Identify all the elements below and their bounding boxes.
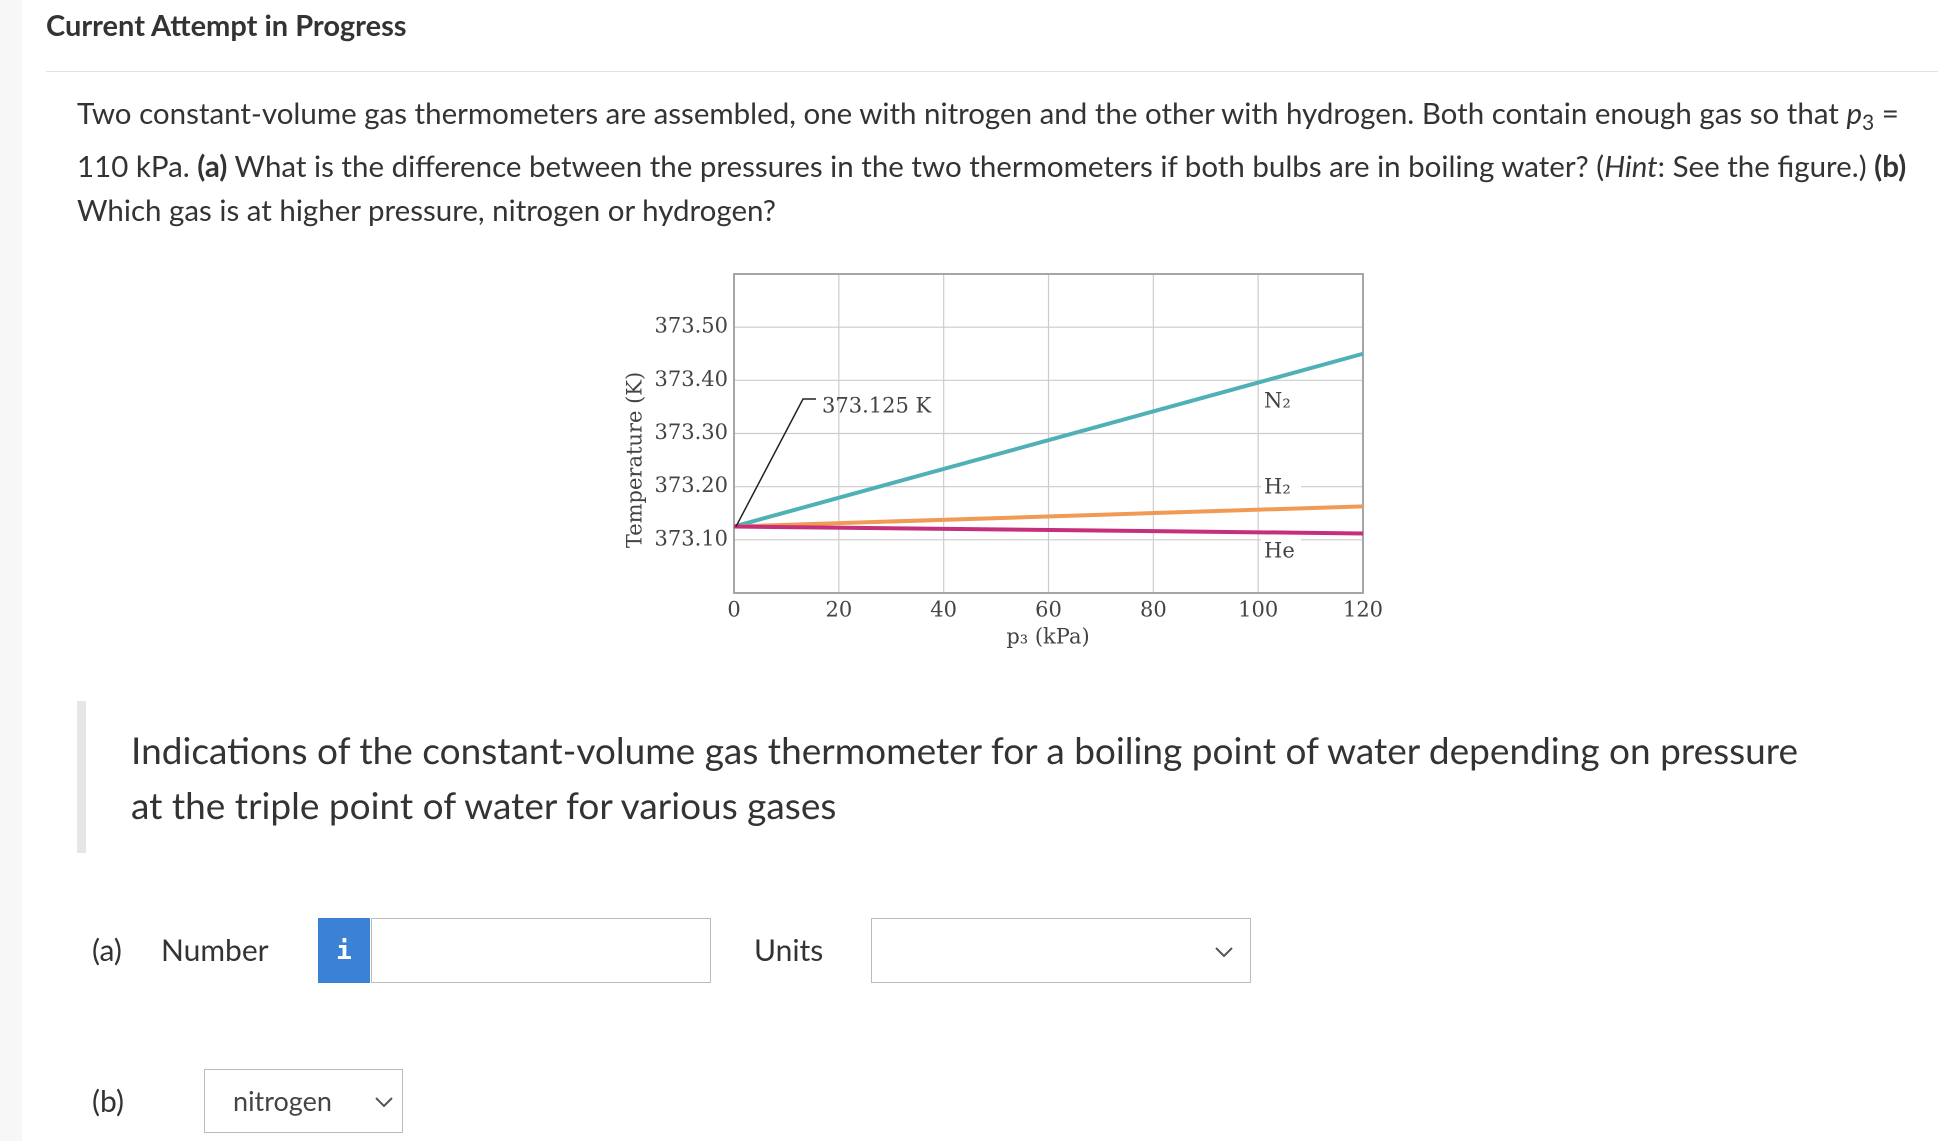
question-text: Hint (1604, 149, 1658, 184)
caption-bar (77, 701, 86, 853)
units-select[interactable] (871, 918, 1251, 983)
question-text: p (1846, 96, 1863, 131)
x-tick-label: 80 (1140, 598, 1167, 622)
separator (46, 71, 1938, 72)
y-tick-label: 373.20 (655, 473, 728, 497)
y-tick-label: 373.10 (655, 526, 728, 550)
annotation: 373.125 K (822, 394, 932, 418)
question-text: Two constant-volume gas thermometers are… (77, 96, 1847, 131)
units-label: Units (754, 932, 824, 968)
question-text: : See the figure.) (1657, 149, 1875, 184)
series-label: He (1264, 539, 1295, 563)
x-tick-label: 40 (930, 598, 957, 622)
question-text: What is the difference between the press… (227, 149, 1605, 184)
label-box (1261, 536, 1301, 568)
x-tick-label: 20 (825, 598, 852, 622)
series-label: N₂ (1264, 389, 1291, 413)
number-input[interactable] (371, 918, 711, 983)
heading: Current Attempt in Progress (46, 8, 407, 43)
y-tick-label: 373.30 (655, 420, 728, 444)
y-tick-label: 373.50 (655, 314, 728, 338)
y-axis-label: Temperature (K) (623, 372, 647, 548)
question-text: (b) (1874, 149, 1907, 184)
series-line (733, 351, 1364, 529)
plot-border (733, 273, 1364, 594)
chevron (375, 1097, 393, 1108)
chevron (1215, 947, 1233, 958)
leader-line (735, 398, 816, 527)
series-line (733, 504, 1364, 529)
question-text: = 110 kPa. (77, 96, 1899, 184)
field-label: Number (161, 932, 269, 968)
caption: Indications of the constant-volume gas t… (131, 727, 1799, 827)
x-tick-label: 60 (1035, 598, 1062, 622)
label-box (1261, 386, 1301, 418)
y-tick-label: 373.40 (655, 367, 728, 391)
series-label: H₂ (1264, 475, 1291, 499)
selected-option: nitrogen (233, 1084, 332, 1117)
label-box (1261, 472, 1301, 504)
question-text: 3 (1862, 110, 1875, 135)
series-line (733, 524, 1364, 536)
x-tick-label: 100 (1238, 598, 1278, 622)
part-label: (b) (92, 1083, 124, 1119)
info-button[interactable]: i (318, 918, 370, 983)
chart: Temperature (K) p₃ (kPa) 373.10 373.20 373… (623, 273, 1383, 649)
question-text: (a) (197, 149, 228, 184)
x-tick-label: 0 (727, 598, 740, 622)
x-axis-label: p₃ (kPa) (1006, 625, 1089, 649)
question: Two constant-volume gas thermometers are… (77, 92, 1917, 233)
side-strip (0, 0, 22, 1141)
gas-select[interactable]: nitrogen (204, 1069, 403, 1133)
question-text: Which gas is at higher pressure, nitroge… (77, 193, 777, 228)
x-tick-label: 120 (1343, 598, 1383, 622)
part-label: (a) (92, 932, 122, 968)
